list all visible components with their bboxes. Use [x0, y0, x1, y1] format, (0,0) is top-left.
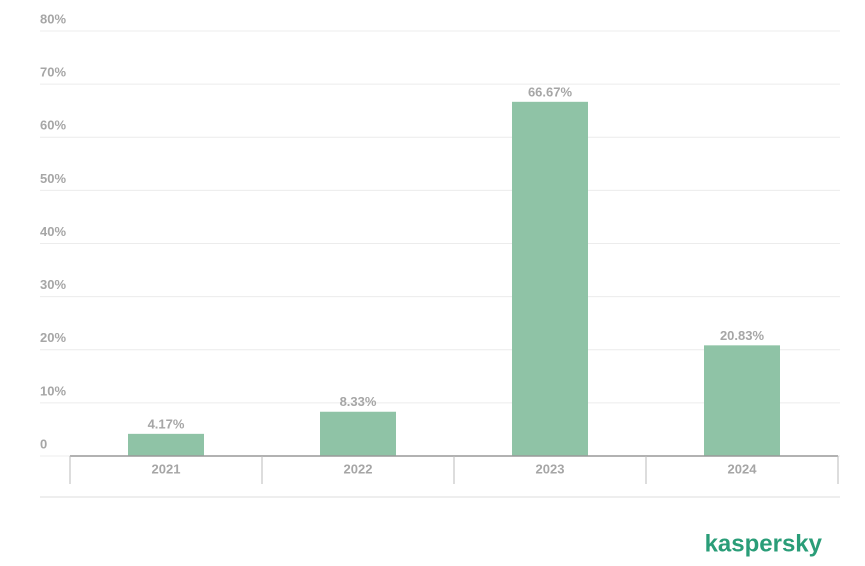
bar [128, 433, 204, 456]
brand-logo: kaspersky [705, 530, 823, 557]
x-tick-label: 2023 [536, 461, 565, 476]
y-tick-label: 10% [40, 383, 66, 398]
bar [704, 345, 780, 456]
y-tick-label: 80% [40, 11, 66, 26]
y-tick-label: 40% [40, 224, 66, 239]
data-label: 66.67% [528, 84, 573, 99]
y-tick-label: 70% [40, 65, 66, 80]
y-tick-label: 60% [40, 118, 66, 133]
y-tick-label: 30% [40, 277, 66, 292]
bar [512, 101, 588, 457]
bar [320, 411, 396, 456]
data-label: 4.17% [148, 416, 185, 431]
x-tick-label: 2021 [152, 461, 181, 476]
y-tick-label: 20% [40, 330, 66, 345]
y-tick-label: 50% [40, 171, 66, 186]
y-tick-label: 0 [40, 436, 47, 451]
x-tick-label: 2024 [728, 461, 758, 476]
data-label: 20.83% [720, 328, 765, 343]
data-label: 8.33% [340, 394, 377, 409]
x-tick-label: 2022 [344, 461, 373, 476]
